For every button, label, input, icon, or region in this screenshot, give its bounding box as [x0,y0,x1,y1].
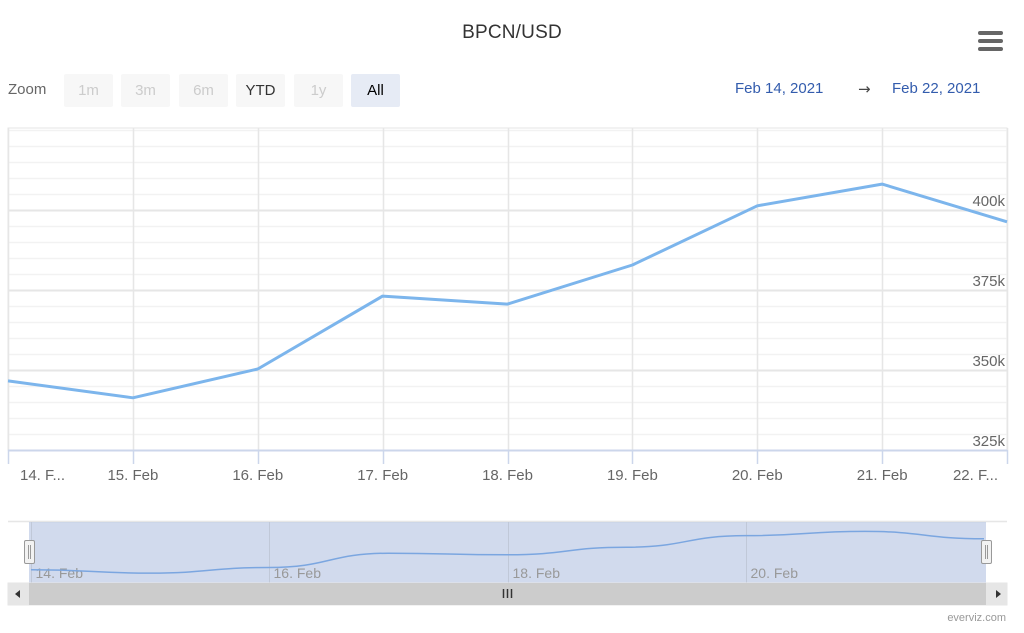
range-button-1y[interactable]: 1y [294,74,343,107]
range-button-6m[interactable]: 6m [179,74,228,107]
y-axis-labels: 325k 350k 375k 400k [972,193,1005,450]
zoom-label: Zoom [8,81,47,98]
credits-link[interactable]: everviz.com [947,612,1006,624]
navigator-label: 16. Feb [274,565,322,581]
x-tick-label: 14. F... [20,467,65,484]
x-tick-label: 22. F... [953,467,998,484]
x-axis-labels: 14. F... 15. Feb 16. Feb 17. Feb 18. Feb 19. … [20,467,998,484]
navigator-label: 18. Feb [513,565,561,581]
x-tick-label: 19. Feb [607,467,658,484]
to-date-input[interactable]: Feb 22, 2021 [892,80,981,97]
y-tick-label: 350k [972,353,1005,370]
navigator-label: 20. Feb [751,565,799,581]
scrollbar-grip-icon[interactable] [502,589,513,598]
from-date-input[interactable]: Feb 14, 2021 [735,80,824,97]
hamburger-menu-icon[interactable] [972,28,1006,54]
range-button-1m[interactable]: 1m [64,74,113,107]
y-tick-label: 325k [972,433,1005,450]
y-tick-label: 375k [972,273,1005,290]
x-tick-label: 18. Feb [482,467,533,484]
x-tick-label: 20. Feb [732,467,783,484]
series-line[interactable] [7,182,1008,400]
range-button-all[interactable]: All [351,74,400,107]
navigator[interactable]: 14. Feb 16. Feb 18. Feb 20. Feb [8,520,1007,584]
grid-lines [7,127,1009,464]
y-tick-label: 400k [972,193,1005,210]
x-tick-label: 17. Feb [357,467,408,484]
scrollbar[interactable] [7,582,1008,606]
scroll-right-arrow-icon[interactable] [986,583,1007,605]
chart-title: BPCN/USD [462,22,562,43]
navigator-series [30,530,985,574]
range-button-ytd[interactable]: YTD [236,74,285,107]
navigator-label: 14. Feb [36,565,84,581]
navigator-handle-left[interactable] [24,540,35,564]
navigator-handle-right[interactable] [981,540,992,564]
date-range-arrow: → [858,80,871,98]
scroll-left-arrow-icon[interactable] [8,583,29,605]
x-tick-label: 15. Feb [107,467,158,484]
x-tick-label: 16. Feb [232,467,283,484]
x-tick-label: 21. Feb [857,467,908,484]
range-button-3m[interactable]: 3m [121,74,170,107]
